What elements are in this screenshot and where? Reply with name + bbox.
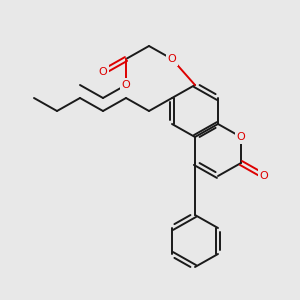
Text: O: O [237,132,245,142]
Text: O: O [99,67,107,77]
Text: O: O [260,171,268,181]
Text: O: O [168,54,176,64]
Text: O: O [122,80,130,90]
